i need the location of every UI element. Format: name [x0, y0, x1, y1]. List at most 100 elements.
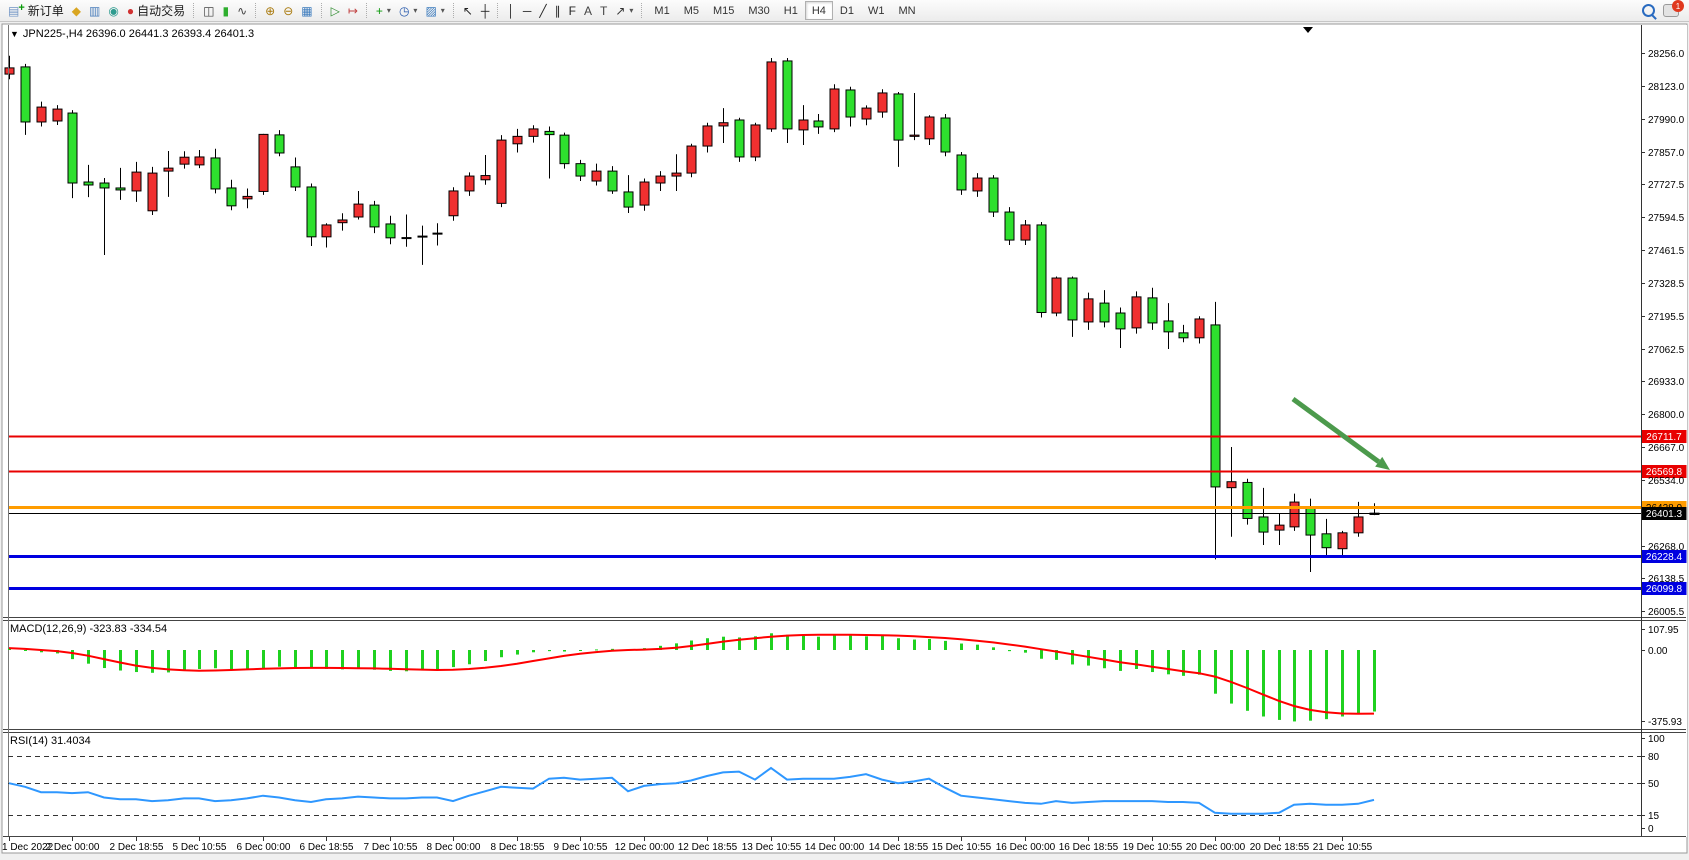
candlestick	[1258, 487, 1269, 545]
market-watch-button[interactable]: ▥	[85, 2, 104, 20]
macd-histogram-bar	[1071, 650, 1074, 665]
macd-histogram-bar	[579, 650, 582, 651]
tile-windows-button[interactable]: ▦	[297, 2, 316, 20]
candlestick	[861, 105, 872, 126]
candlestick	[528, 125, 539, 143]
macd-histogram-bar	[8, 648, 11, 650]
fibonacci-button[interactable]: F	[565, 2, 580, 20]
time-axis-label: 1 Dec 2022	[2, 842, 54, 853]
candle-body	[1178, 332, 1189, 339]
periods-button[interactable]: ◷ ▾	[395, 2, 422, 20]
candle-body	[432, 232, 443, 235]
charts-profile-button[interactable]: ◆	[68, 2, 85, 20]
candlestick	[845, 86, 856, 127]
horizontal-line-button[interactable]: ─	[519, 2, 536, 20]
candle-body	[829, 88, 840, 130]
line-chart-button[interactable]: ∿	[233, 2, 251, 20]
price-line-label-box	[1641, 430, 1687, 443]
macd-histogram-bar	[262, 650, 265, 669]
candlestick	[607, 166, 618, 194]
rsi-line	[8, 766, 1375, 815]
candle-body	[226, 187, 237, 207]
chart-shift-button[interactable]: ↦	[344, 2, 362, 20]
zoom-out-icon: ⊖	[283, 3, 294, 18]
candlestick	[20, 63, 31, 135]
y-axis-label: 26005.5	[1648, 607, 1685, 618]
autotrading-label: 自动交易	[137, 4, 186, 18]
bar-chart-icon: ◫	[203, 3, 215, 18]
timeframe-m5-button[interactable]: M5	[683, 4, 699, 17]
timeframe-w1-button[interactable]: W1	[867, 4, 885, 17]
trendline-button[interactable]: ╱	[535, 2, 550, 20]
candle-body	[353, 203, 364, 218]
bar-chart-button[interactable]: ◫	[199, 2, 218, 20]
new-order-button[interactable]: ▤ + 新订单	[4, 2, 68, 20]
symbol-dropdown-icon[interactable]: ▼	[10, 29, 19, 39]
notifications-icon[interactable]: 1	[1663, 0, 1684, 17]
timeframe-m30-button[interactable]: M30	[748, 4, 770, 17]
macd-histogram-bar	[246, 650, 249, 670]
candle-body	[798, 119, 809, 131]
templates-button[interactable]: ▨ ▾	[421, 2, 448, 20]
search-icon[interactable]	[1642, 4, 1655, 17]
arrows-button[interactable]: ↗ ▾	[611, 2, 637, 20]
zoom-in-button[interactable]: ⊕	[261, 2, 279, 20]
auto-scroll-icon: ▷	[330, 3, 340, 18]
candlestick	[877, 89, 888, 118]
candlestick-chart-button[interactable]: ▮	[218, 2, 233, 20]
chart-shift-marker[interactable]	[1303, 27, 1313, 33]
rsi-axis-label: 0	[1648, 824, 1654, 835]
candlestick	[798, 105, 809, 146]
timeframe-h4-button[interactable]: H4	[804, 1, 833, 20]
candle-body	[4, 67, 15, 75]
candle-body	[20, 66, 31, 123]
timeframe-m1-button[interactable]: M1	[654, 4, 670, 17]
candle-body	[1210, 324, 1221, 488]
cursor-button[interactable]: ↖	[459, 2, 477, 20]
auto-scroll-button[interactable]: ▷	[327, 2, 344, 20]
macd-histogram-bar	[849, 635, 852, 650]
candle-body	[686, 145, 697, 174]
candlestick	[623, 175, 634, 214]
candle-body	[1242, 481, 1253, 519]
candle-body	[274, 134, 285, 154]
equidistant-channel-button[interactable]: ∥	[551, 2, 565, 20]
crosshair-button[interactable]: ┼	[477, 2, 494, 20]
timeframe-h1-button[interactable]: H1	[783, 4, 798, 17]
candle-body	[210, 157, 221, 190]
macd-histogram-bar	[595, 649, 598, 651]
text-label-button[interactable]: T	[596, 2, 611, 20]
autotrading-button[interactable]: ● 自动交易	[123, 2, 189, 20]
candle-body	[36, 106, 47, 123]
indicators-button[interactable]: + ▾	[372, 2, 395, 20]
timeframe-mn-button[interactable]: MN	[898, 4, 916, 17]
candlestick	[321, 223, 332, 248]
navigator-icon: ◉	[108, 3, 119, 18]
y-axis-label: 26534.0	[1648, 476, 1685, 487]
candle-body	[385, 223, 396, 239]
y-axis-label: 27857.0	[1648, 148, 1685, 159]
candlestick	[1099, 290, 1110, 328]
text-button[interactable]: A	[580, 2, 596, 20]
macd-histogram-bar	[1230, 650, 1233, 704]
navigator-button[interactable]: ◉	[104, 2, 122, 20]
line-chart-icon: ∿	[237, 3, 248, 18]
candlestick	[1337, 530, 1348, 557]
timeframe-m15-button[interactable]: M15	[712, 4, 735, 17]
candle-body	[544, 130, 555, 136]
candle-body	[448, 190, 459, 217]
timeframe-d1-button[interactable]: D1	[839, 4, 854, 17]
drawn-arrow-object[interactable]	[1291, 396, 1381, 464]
text-label-icon: T	[599, 3, 608, 18]
time-axis-label: 14 Dec 00:00	[805, 842, 865, 853]
candle-body	[591, 170, 602, 182]
macd-histogram-bar	[1135, 650, 1138, 669]
macd-histogram-bar	[1119, 650, 1122, 671]
zoom-out-button[interactable]: ⊖	[279, 2, 297, 20]
arrows-icon: ↗	[615, 3, 626, 18]
vertical-line-button[interactable]: │	[503, 2, 519, 20]
drawn-arrow-head[interactable]	[1375, 456, 1390, 470]
candlestick	[115, 167, 126, 200]
candle-body	[528, 128, 539, 137]
